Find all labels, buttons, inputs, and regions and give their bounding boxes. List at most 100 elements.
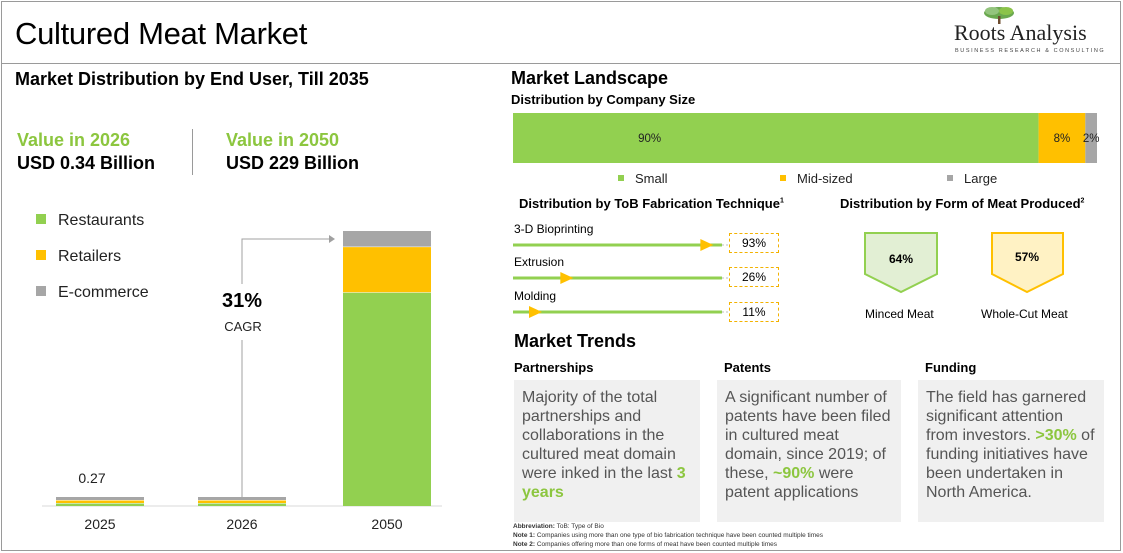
company-legend-label: Large [964,171,997,186]
fabrication-label-bioprinting: 3-D Bioprinting [514,222,594,236]
company-size-chart: 90% 8% 2% Small Mid-sized Large [513,113,1099,186]
footnote-2: Note 2: Companies offering more than one… [513,541,777,548]
landscape-title: Market Landscape [511,68,669,88]
cagr-label-bg [208,284,276,340]
minced-meat-badge [864,232,938,294]
whole-cut-meat-badge [991,232,1064,294]
partnerships-text: Majority of the total partnerships and c… [522,389,677,482]
trends-title: Market Trends [514,331,637,351]
fabrication-label-molding: Molding [514,289,557,303]
cagr-value: 31% [222,290,262,312]
bar-2026-e-commerce [198,497,286,500]
company-bar-label: 2% [1083,133,1100,145]
fabrication-value-bioprinting: 93% [729,233,779,253]
value-divider [192,129,193,175]
funding-heading: Funding [925,360,977,375]
footnote-1-text: Companies using more than one type of bi… [535,532,824,539]
company-bar-label: 8% [1054,133,1071,145]
bar-2026-restaurants [198,503,286,506]
fabrication-title: Distribution by ToB Fabrication Techniqu… [519,196,784,211]
legend-item-restaurants: Restaurants [36,212,144,230]
end-user-bars: 2025 2026 2050 0.27 [56,231,431,532]
footnote-1: Note 1: Companies using more than one ty… [513,532,823,539]
fabrication-value-extrusion: 26% [729,267,779,287]
form-footnote-mark: 2 [1080,197,1085,205]
cagr-arrowhead [329,235,335,243]
patents-text-a: A significant number of patents have bee… [725,389,891,482]
form-badges: 64% 57% [864,232,1064,294]
cagr-arrow [241,238,329,498]
bar-2050-retailers [343,246,431,293]
company-bar-mid-sized [1038,113,1086,163]
fabrication-footnote-mark: 1 [779,197,784,205]
company-bar-large [1085,113,1097,163]
legend-item-ecommerce: E-commerce [36,284,149,302]
funding-highlight: >30% [1035,427,1077,444]
end-user-title: Market Distribution by End User, Till 20… [15,69,369,89]
funding-text-a: The field has garnered significant atten… [926,389,1087,444]
company-legend-label: Mid-sized [797,171,853,186]
minced-meat-label: Minced Meat [865,307,934,321]
company-size-bars: 90% 8% 2% [513,113,1099,163]
end-user-chart: 31% CAGR 2025 2026 2050 0.27 [42,231,442,532]
company-legend-swatch [780,175,786,181]
abbreviation-label: Abbreviation: [513,523,555,530]
value-2050: USD 229 Billion [226,153,360,173]
company-size-legend: Small Mid-sized Large [618,171,997,186]
bar-2025-restaurants [56,503,144,506]
abbreviation-note: Abbreviation: ToB: Type of Bio [513,523,604,530]
funding-card: The field has garnered significant atten… [918,380,1104,522]
form-title: Distribution by Form of Meat Produced2 [840,196,1084,211]
logo-tagline: BUSINESS RESEARCH & CONSULTING [955,48,1106,54]
patents-text-b: were patent applications [725,465,859,501]
x-tick-label: 2025 [84,516,115,532]
company-bar-label: 90% [638,133,661,145]
bar-2050-restaurants [343,292,431,506]
partnerships-card: Majority of the total partnerships and c… [514,380,700,522]
legend-label: E-commerce [58,284,149,301]
bar-2050-e-commerce [343,231,431,247]
partnerships-highlight: 3 years [522,465,686,501]
company-legend-swatch [947,175,953,181]
legend-swatch [36,250,46,260]
patents-highlight: ~90% [773,465,815,482]
footnote-2-label: Note 2: [513,541,536,548]
value-2026: USD 0.34 Billion [17,153,156,173]
fabrication-marker [560,272,574,284]
fabrication-chart [513,239,729,318]
roots-analysis-logo: Roots Analysis BUSINESS RESEARCH & CONSU… [954,6,1114,58]
fabrication-marker [528,306,542,318]
partnerships-heading: Partnerships [514,360,594,375]
patents-card: A significant number of patents have bee… [717,380,901,522]
company-legend-label: Small [635,171,668,186]
footnote-2-text: Companies offering more than one forms o… [535,541,777,548]
fabrication-value-molding: 11% [729,302,779,322]
x-tick-label: 2026 [226,516,257,532]
patents-heading: Patents [724,360,771,375]
form-title-text: Distribution by Form of Meat Produced [840,196,1081,211]
minced-meat-value: 64% [889,252,913,266]
company-legend-swatch [618,175,624,181]
legend-label: Retailers [58,248,122,265]
bar-2025-retailers [56,500,144,503]
cagr-label: CAGR [224,319,262,334]
fabrication-label-extrusion: Extrusion [514,255,565,269]
tree-icon [984,7,1014,24]
value-2050-label: Value in 2050 [226,130,340,150]
logo-name: Roots Analysis [954,20,1087,45]
legend-item-retailers: Retailers [36,248,121,266]
legend-swatch [36,286,46,296]
fabrication-marker [700,239,714,251]
funding-text-b: of funding initiatives have been underta… [926,427,1095,501]
legend-label: Restaurants [58,212,145,229]
bar-2026-retailers [198,500,286,503]
fabrication-tracks [513,239,729,318]
page-title: Cultured Meat Market [15,16,308,51]
header-bar: Cultured Meat Market Roots Analysis BUSI… [2,2,1120,64]
fabrication-title-text: Distribution by ToB Fabrication Techniqu… [519,196,780,211]
value-2026-label: Value in 2026 [17,130,131,150]
company-bar-small [513,113,1039,163]
bar-2025-e-commerce [56,497,144,500]
data-label-2025: 0.27 [78,470,105,486]
